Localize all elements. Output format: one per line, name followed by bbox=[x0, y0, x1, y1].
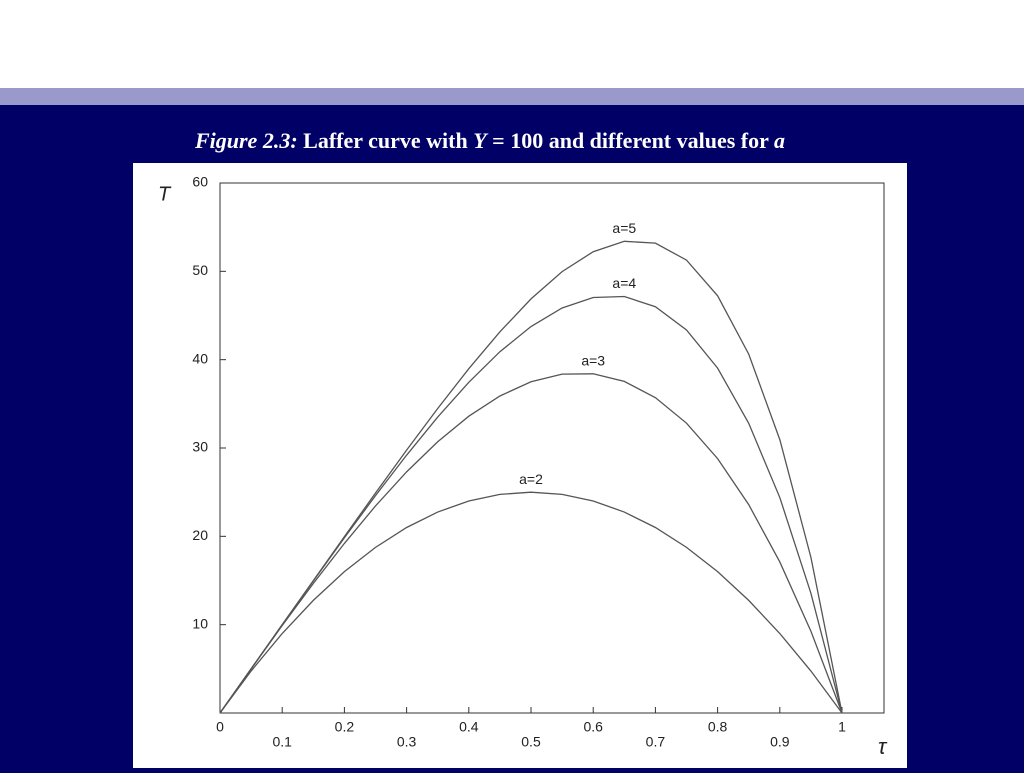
y-tick-label: 10 bbox=[192, 615, 208, 631]
x-tick-label: 0.7 bbox=[646, 734, 666, 750]
chart-panel bbox=[133, 163, 907, 768]
x-tick-label: 0.4 bbox=[459, 719, 479, 735]
title-part: Y bbox=[473, 128, 489, 153]
x-tick-label: 0.3 bbox=[397, 734, 417, 750]
y-tick-label: 20 bbox=[192, 527, 208, 543]
series-label: a=3 bbox=[581, 353, 605, 369]
x-tick-label: 1 bbox=[838, 719, 846, 735]
y-tick-label: 40 bbox=[192, 350, 208, 366]
chart-title: Figure 2.3: Laffer curve with Y = 100 an… bbox=[194, 128, 785, 153]
y-tick-label: 60 bbox=[192, 174, 208, 190]
title-part: a bbox=[774, 128, 785, 153]
series-line bbox=[219, 373, 843, 714]
title-part: Laffer curve with bbox=[298, 128, 474, 153]
series-label: a=2 bbox=[519, 471, 543, 487]
x-tick-label: 0.6 bbox=[583, 719, 603, 735]
series-line bbox=[219, 491, 843, 714]
x-tick-label: 0.2 bbox=[335, 719, 355, 735]
title-part: Figure 2.3: bbox=[194, 128, 298, 153]
x-tick-label: 0.1 bbox=[272, 734, 292, 750]
x-tick-label: 0.5 bbox=[521, 734, 541, 750]
header-stripe bbox=[0, 88, 1024, 105]
y-tick-label: 30 bbox=[192, 439, 208, 455]
series-label: a=4 bbox=[612, 275, 636, 291]
x-axis-label: τ bbox=[878, 734, 888, 759]
x-tick-label: 0 bbox=[216, 719, 224, 735]
series-line bbox=[219, 240, 843, 714]
series-label: a=5 bbox=[612, 220, 636, 236]
y-tick-label: 50 bbox=[192, 262, 208, 278]
x-tick-label: 0.9 bbox=[770, 734, 790, 750]
y-axis-label: T bbox=[158, 183, 172, 205]
title-part: = 100 and different values for bbox=[487, 128, 774, 153]
header-band bbox=[0, 0, 1024, 88]
x-tick-label: 0.8 bbox=[708, 719, 728, 735]
